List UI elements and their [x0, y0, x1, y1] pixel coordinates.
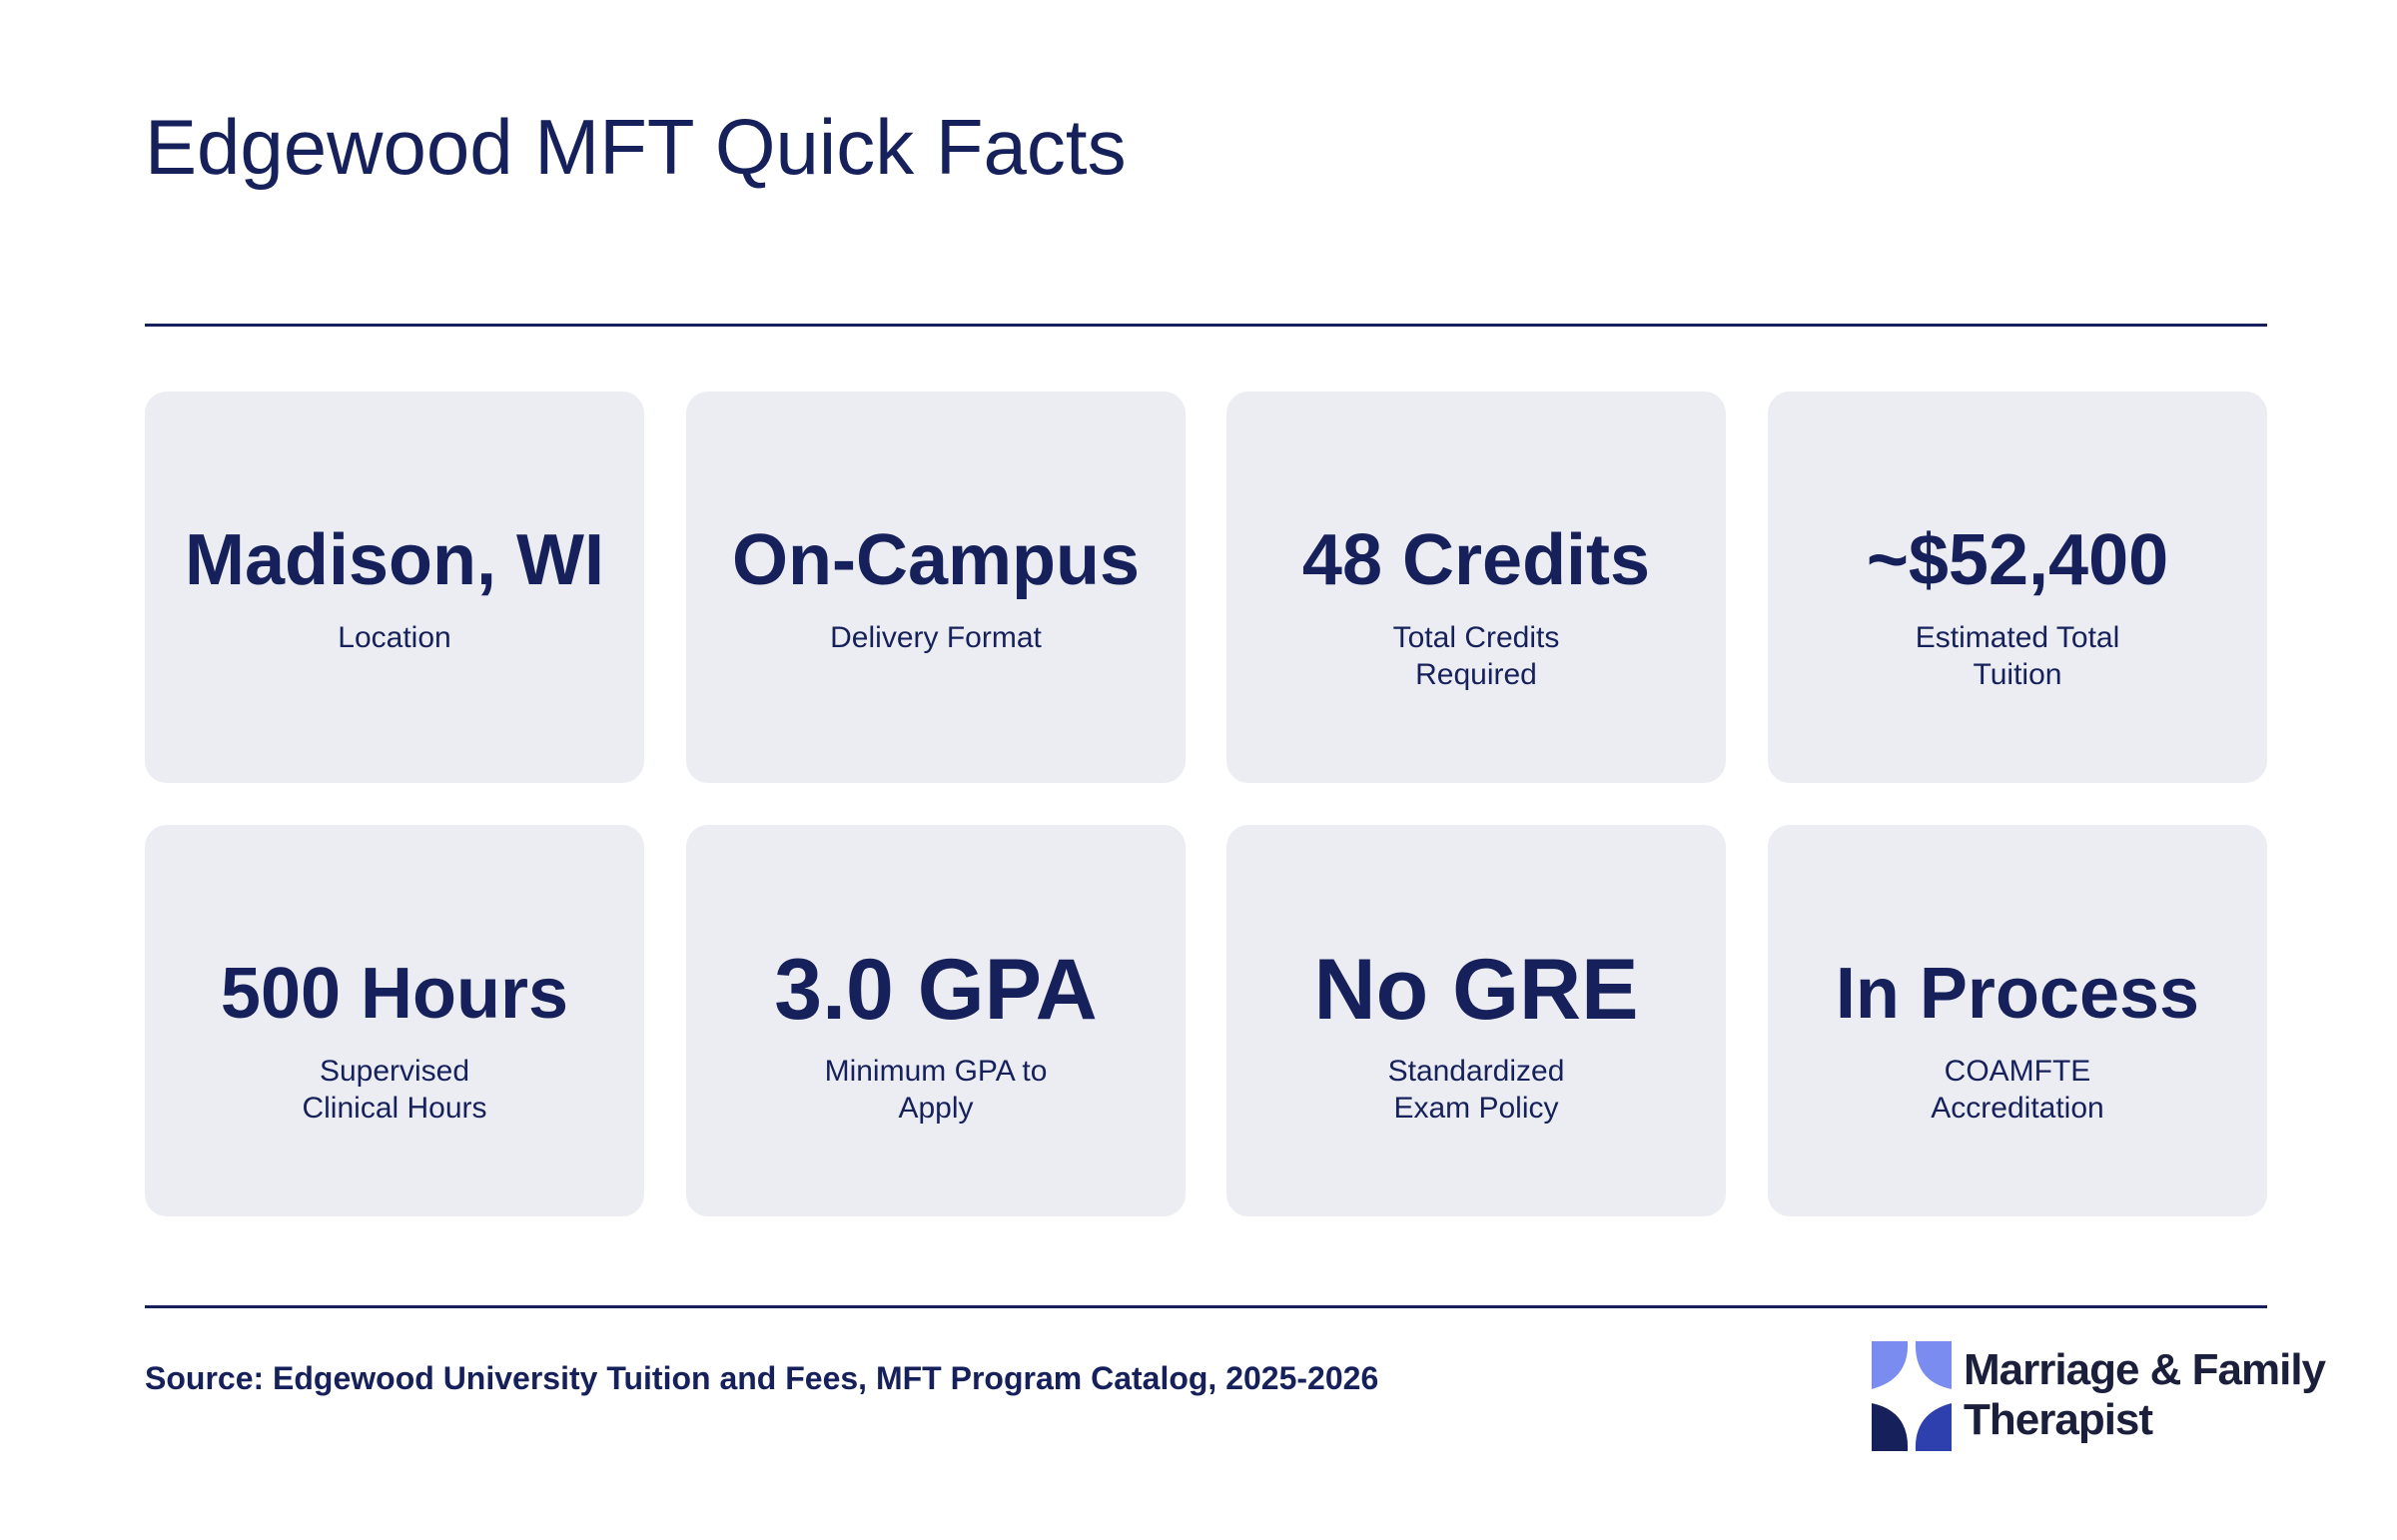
top-divider — [145, 324, 2267, 327]
brand-logo: Marriage & Family Therapist — [1872, 1341, 2326, 1453]
fact-label: Estimated Total Tuition — [1915, 621, 2120, 691]
fact-card-tuition: ~$52,400 Estimated Total Tuition — [1768, 391, 2267, 783]
fact-value: Madison, WI — [185, 520, 604, 600]
fact-label: Location — [338, 621, 451, 654]
fact-card-location: Madison, WI Location — [145, 391, 644, 783]
fact-label: Total Credits Required — [1392, 621, 1560, 691]
fact-card-credits: 48 Credits Total Credits Required — [1226, 391, 1726, 783]
fact-label: COAMFTE Accreditation — [1931, 1055, 2104, 1125]
fact-card-clinical-hours: 500 Hours Supervised Clinical Hours — [145, 825, 644, 1216]
mft-logo-icon — [1872, 1341, 1952, 1451]
fact-value: In Process — [1835, 954, 2200, 1034]
page-title: Edgewood MFT Quick Facts — [145, 103, 1127, 191]
fact-value: 48 Credits — [1301, 520, 1651, 600]
fact-label: Supervised Clinical Hours — [302, 1055, 487, 1125]
fact-card-gpa: 3.0 GPA Minimum GPA to Apply — [686, 825, 1186, 1216]
fact-value: 500 Hours — [220, 954, 569, 1034]
fact-card-delivery-format: On-Campus Delivery Format — [686, 391, 1186, 783]
logo-line-2: Therapist — [1964, 1395, 2153, 1444]
fact-value: ~$52,400 — [1866, 520, 2169, 600]
logo-line-1: Marriage & Family — [1964, 1345, 2326, 1394]
fact-card-gre: No GRE Standardized Exam Policy — [1226, 825, 1726, 1216]
fact-value: No GRE — [1313, 942, 1639, 1038]
logo-wordmark: Marriage & Family Therapist — [1964, 1345, 2326, 1445]
fact-label: Delivery Format — [830, 621, 1042, 654]
source-citation: Source: Edgewood University Tuition and … — [145, 1360, 1379, 1396]
fact-label: Minimum GPA to Apply — [824, 1055, 1048, 1125]
fact-value: 3.0 GPA — [774, 942, 1098, 1038]
fact-card-accreditation: In Process COAMFTE Accreditation — [1768, 825, 2267, 1216]
bottom-divider — [145, 1305, 2267, 1308]
fact-label: Standardized Exam Policy — [1387, 1055, 1565, 1125]
fact-value: On-Campus — [731, 520, 1141, 600]
